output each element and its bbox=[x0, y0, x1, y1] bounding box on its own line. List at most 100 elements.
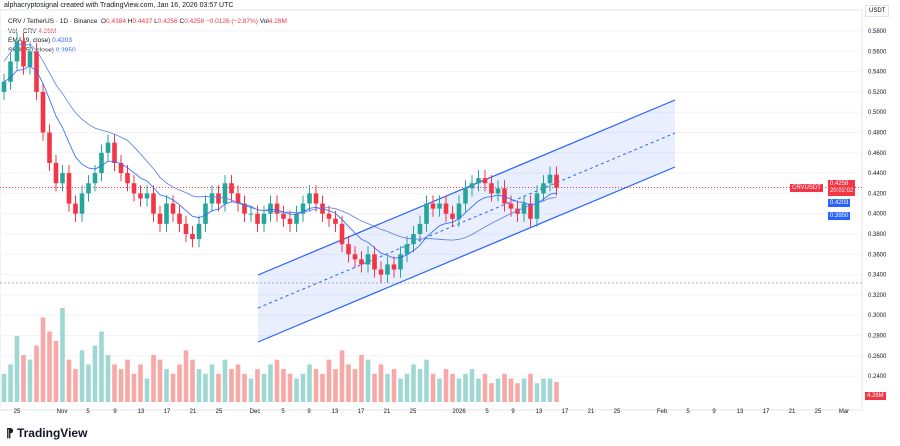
price-label: 0.5600 bbox=[868, 49, 887, 55]
date-label: 5 bbox=[485, 409, 489, 415]
date-label: 21 bbox=[384, 409, 391, 415]
volume-bar bbox=[27, 359, 33, 402]
date-label: 13 bbox=[536, 409, 543, 415]
volume-bar bbox=[456, 378, 462, 402]
candle bbox=[398, 254, 403, 270]
volume-bar bbox=[476, 378, 481, 402]
volume-bar bbox=[190, 359, 195, 402]
volume-bar bbox=[209, 364, 215, 402]
candle bbox=[14, 41, 20, 62]
date-label: Dec bbox=[250, 409, 261, 415]
sma-tag: 0.3950 bbox=[828, 212, 851, 220]
candle bbox=[469, 183, 475, 189]
candle bbox=[99, 152, 104, 174]
candle bbox=[502, 188, 507, 204]
candle bbox=[1, 81, 7, 92]
candle bbox=[60, 173, 65, 184]
candle bbox=[190, 234, 195, 240]
volume-bar bbox=[307, 364, 312, 402]
volume-bar bbox=[495, 378, 501, 402]
price-label: 0.5000 bbox=[868, 110, 887, 116]
volume-bar bbox=[365, 359, 371, 402]
volume-bar bbox=[437, 378, 442, 402]
candle bbox=[73, 203, 78, 214]
candle bbox=[541, 183, 546, 194]
volume-bar bbox=[255, 369, 260, 402]
candle bbox=[547, 174, 553, 184]
volume-bar bbox=[359, 355, 364, 402]
date-label: Mar bbox=[839, 409, 849, 415]
volume-bar bbox=[391, 369, 397, 402]
candle bbox=[352, 254, 358, 260]
tradingview-logo: ⁋ TradingView bbox=[6, 426, 88, 440]
candle bbox=[313, 193, 319, 204]
candle bbox=[164, 203, 169, 224]
price-label: 0.4600 bbox=[868, 151, 887, 157]
candle bbox=[274, 203, 280, 214]
volume-bar bbox=[177, 364, 182, 402]
volume-bar bbox=[203, 373, 208, 402]
volume-bar bbox=[235, 364, 241, 402]
candle bbox=[222, 183, 228, 204]
attribution: alphacryptosignal created with TradingVi… bbox=[4, 2, 234, 9]
candle bbox=[424, 203, 429, 224]
volume-bar bbox=[450, 373, 455, 402]
date-label: 9 bbox=[712, 409, 716, 415]
date-label: 25 bbox=[614, 409, 621, 415]
candle bbox=[157, 213, 163, 224]
date-label: 25 bbox=[14, 409, 21, 415]
channel-lower bbox=[257, 166, 676, 343]
volume-bar bbox=[138, 364, 143, 402]
volume-tag: 4.26M bbox=[865, 392, 886, 400]
candle bbox=[170, 203, 176, 214]
date-label: 17 bbox=[358, 409, 365, 415]
volume-bar bbox=[261, 373, 267, 402]
candle bbox=[417, 223, 423, 234]
volume-bar bbox=[47, 331, 52, 402]
date-label: 25 bbox=[815, 409, 822, 415]
candle bbox=[105, 142, 111, 153]
candle bbox=[92, 173, 98, 184]
candle bbox=[521, 203, 527, 214]
price-label: 0.4800 bbox=[868, 131, 887, 137]
volume-bar bbox=[515, 383, 520, 402]
volume-bar bbox=[274, 359, 280, 402]
date-label: 2026 bbox=[452, 409, 466, 415]
volume-bar bbox=[92, 345, 98, 402]
volume-bar bbox=[1, 373, 7, 402]
candle bbox=[359, 259, 364, 265]
volume-bar bbox=[53, 340, 59, 402]
date-label: 13 bbox=[332, 409, 339, 415]
volume-bar bbox=[281, 369, 286, 402]
candle bbox=[47, 132, 52, 163]
candle bbox=[209, 193, 215, 204]
price-label: 0.2600 bbox=[868, 354, 887, 360]
date-label: Feb bbox=[657, 409, 668, 415]
candle bbox=[8, 61, 13, 82]
volume-bar bbox=[8, 364, 13, 402]
volume-bar bbox=[346, 364, 351, 402]
price-chart[interactable]: 0.5800 0.5600 0.5400 0.5200 0.5000 0.4800 0.46… bbox=[0, 0, 900, 420]
date-label: 17 bbox=[164, 409, 171, 415]
volume-bar bbox=[320, 373, 325, 402]
candle bbox=[79, 193, 85, 214]
price-label: 0.3800 bbox=[868, 232, 887, 238]
volume-bar bbox=[125, 359, 130, 402]
price-label: 0.3000 bbox=[868, 313, 887, 319]
candle bbox=[248, 213, 254, 215]
price-label: 0.3400 bbox=[868, 273, 887, 279]
price-label: 0.3200 bbox=[868, 293, 887, 299]
candle bbox=[229, 183, 234, 194]
candle bbox=[255, 213, 260, 224]
volume-bar bbox=[372, 373, 377, 402]
volume-bar bbox=[86, 364, 91, 402]
price-label: 0.3600 bbox=[868, 252, 887, 258]
candle bbox=[534, 193, 540, 219]
candle bbox=[216, 193, 221, 204]
candle bbox=[482, 178, 488, 184]
date-label: 13 bbox=[737, 409, 744, 415]
currency-unit[interactable]: USDT bbox=[865, 5, 890, 17]
candle bbox=[125, 173, 130, 184]
candle bbox=[112, 142, 117, 163]
candle bbox=[456, 203, 462, 219]
